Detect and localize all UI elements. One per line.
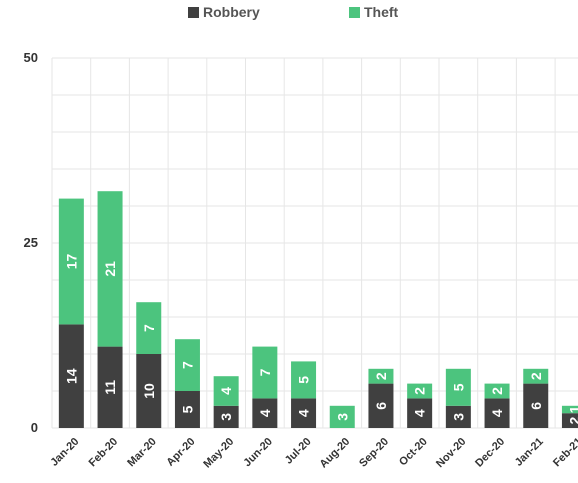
data-label: 4: [218, 387, 234, 395]
bar-segment: [136, 354, 162, 428]
legend-label: Theft: [364, 4, 399, 20]
bar-segment: [329, 405, 355, 428]
x-tick-label: Aug-20: [318, 436, 353, 471]
data-label: 4: [412, 409, 428, 417]
data-label: 5: [450, 383, 466, 391]
bar-segment: [58, 198, 84, 325]
data-label: 5: [179, 405, 195, 413]
bar-segment: [523, 383, 549, 428]
bar-segment: [252, 346, 278, 399]
data-label: 7: [179, 361, 195, 369]
data-label: 7: [257, 368, 273, 376]
data-label: 4: [489, 409, 505, 417]
data-label: 5: [296, 376, 312, 384]
data-label: 2: [489, 387, 505, 395]
bar-segment: [174, 339, 200, 391]
bar-segment: [445, 405, 471, 428]
data-labels: 14171121107573447453624235426221: [63, 254, 578, 425]
bar-segment: [174, 391, 200, 428]
data-label: 3: [218, 413, 234, 421]
bar-segment: [368, 383, 394, 428]
data-label: 2: [528, 372, 544, 380]
bar-segment: [58, 324, 84, 428]
bar-segment: [561, 413, 578, 428]
x-tick-label: Feb-21: [551, 436, 578, 470]
x-tick-label: Jan-21: [513, 436, 546, 469]
x-axis-ticks: Jan-20 Feb-20 Mar-20 Apr-20 May-20 Jun-20 Jul-…: [48, 436, 578, 471]
gridlines: [51, 57, 578, 429]
data-label: 11: [102, 380, 118, 395]
data-label: 6: [373, 402, 389, 410]
bar-segment: [252, 398, 278, 428]
x-tick-label: Sep-20: [357, 436, 391, 470]
y-tick-label: 50: [24, 50, 38, 65]
data-label: 2: [373, 372, 389, 380]
bar-segment: [368, 368, 394, 384]
legend-swatch: [188, 7, 199, 18]
data-label: 4: [257, 409, 273, 417]
x-tick-label: Jun-20: [241, 436, 275, 470]
bar-segment: [136, 302, 162, 354]
x-tick-label: Oct-20: [397, 436, 430, 469]
bar-segment: [97, 191, 123, 347]
bar-segment: [523, 368, 549, 384]
bar-segment: [213, 376, 239, 406]
legend: Robbery Theft: [188, 4, 399, 20]
bar-segment: [407, 383, 433, 399]
bar-segment: [484, 383, 510, 399]
x-tick-label: Nov-20: [434, 436, 468, 470]
bar-segment: [291, 398, 317, 428]
x-tick-label: May-20: [201, 436, 236, 471]
x-tick-label: Jan-20: [48, 436, 81, 469]
data-label: 2: [412, 387, 428, 395]
bar-segment: [97, 346, 123, 428]
data-label: 2: [566, 416, 578, 424]
data-label: 3: [450, 413, 466, 421]
data-label: 4: [296, 409, 312, 417]
data-label: 10: [141, 383, 157, 399]
bar-segment: [291, 361, 317, 399]
x-tick-label: Apr-20: [164, 436, 197, 469]
x-tick-label: Mar-20: [125, 436, 159, 470]
y-tick-label: 0: [31, 420, 38, 435]
data-label: 14: [63, 368, 79, 384]
y-tick-label: 25: [24, 235, 38, 250]
bars: [58, 191, 578, 428]
legend-label: Robbery: [203, 4, 260, 20]
bar-segment: [561, 405, 578, 414]
x-tick-label: Jul-20: [283, 436, 314, 467]
bar-segment: [213, 405, 239, 428]
bar-segment: [484, 398, 510, 428]
data-label: 17: [63, 254, 79, 270]
data-label: 21: [102, 261, 118, 277]
legend-swatch: [349, 7, 360, 18]
y-axis-ticks: 0 25 50: [24, 50, 38, 435]
data-label: 3: [334, 413, 350, 421]
data-label: 6: [528, 402, 544, 410]
bar-segment: [407, 398, 433, 428]
data-label: 1: [566, 405, 578, 413]
x-tick-label: Feb-20: [87, 436, 121, 470]
data-label: 7: [141, 324, 157, 332]
bar-segment: [445, 368, 471, 406]
x-tick-label: Dec-20: [473, 436, 507, 470]
